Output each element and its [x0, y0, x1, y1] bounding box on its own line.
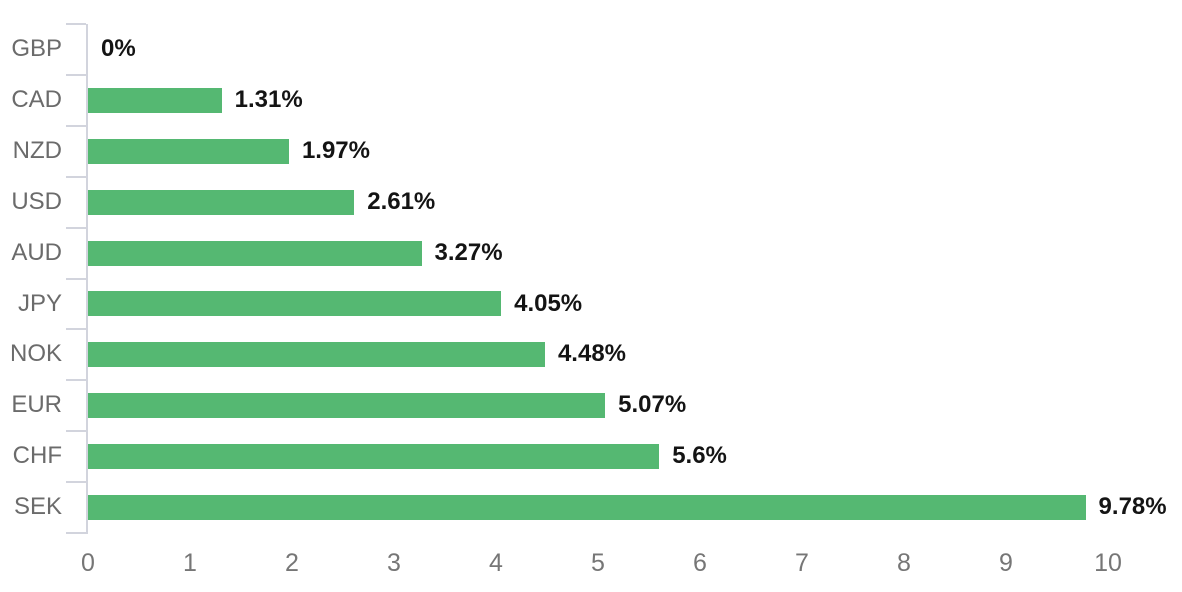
value-label: 5.6%	[672, 442, 727, 470]
bar	[88, 495, 1086, 521]
category-label: GBP	[11, 35, 62, 62]
y-axis-tick	[66, 430, 86, 433]
value-label: 0%	[101, 35, 136, 62]
y-axis-tick	[66, 124, 86, 127]
bar	[88, 189, 355, 215]
x-axis-tick-label: 10	[1094, 549, 1122, 577]
value-label: 3.27%	[434, 238, 503, 266]
x-axis-tick-label: 5	[591, 549, 605, 577]
bar	[88, 87, 222, 113]
category-label: SEK	[13, 493, 62, 521]
category-label: NOK	[9, 340, 62, 368]
y-axis-tick	[66, 175, 86, 178]
y-axis-tick	[66, 379, 86, 382]
value-label: 1.97%	[301, 136, 370, 164]
category-label: CAD	[11, 85, 62, 113]
category-label: CHF	[12, 442, 62, 470]
category-label: JPY	[17, 289, 62, 317]
category-label: NZD	[12, 136, 62, 164]
y-axis-tick	[66, 532, 86, 534]
category-label: AUD	[11, 238, 62, 266]
x-axis-tick-label: 6	[693, 549, 707, 577]
x-axis-tick-label: 4	[489, 549, 503, 577]
y-axis-tick	[66, 481, 86, 484]
y-axis-tick	[66, 277, 86, 280]
value-label: 4.48%	[557, 340, 627, 368]
x-axis-tick-label: 0	[81, 549, 95, 577]
bar	[88, 291, 502, 317]
x-axis-tick-label: 2	[285, 549, 299, 577]
bar	[88, 240, 422, 266]
y-axis-tick	[66, 23, 86, 25]
y-axis-line	[86, 24, 88, 534]
x-axis-tick-label: 3	[387, 549, 401, 577]
value-label: 1.31%	[234, 85, 303, 113]
value-label: 4.05%	[514, 289, 583, 317]
category-label: USD	[11, 187, 62, 215]
x-axis-tick-label: 7	[795, 549, 809, 577]
y-axis-tick	[66, 226, 86, 229]
bar	[88, 342, 545, 368]
x-axis-tick-label: 1	[183, 549, 197, 577]
bar	[88, 444, 660, 470]
bar	[88, 393, 606, 419]
value-label: 2.61%	[367, 187, 436, 215]
y-axis-tick	[66, 328, 86, 331]
x-axis-tick-label: 8	[897, 549, 911, 577]
bar	[88, 138, 289, 164]
value-label: 9.78%	[1098, 493, 1167, 521]
category-label: EUR	[11, 391, 62, 419]
value-label: 5.07%	[618, 391, 687, 419]
y-axis-tick	[66, 73, 86, 76]
x-axis-tick-label: 9	[999, 549, 1013, 577]
